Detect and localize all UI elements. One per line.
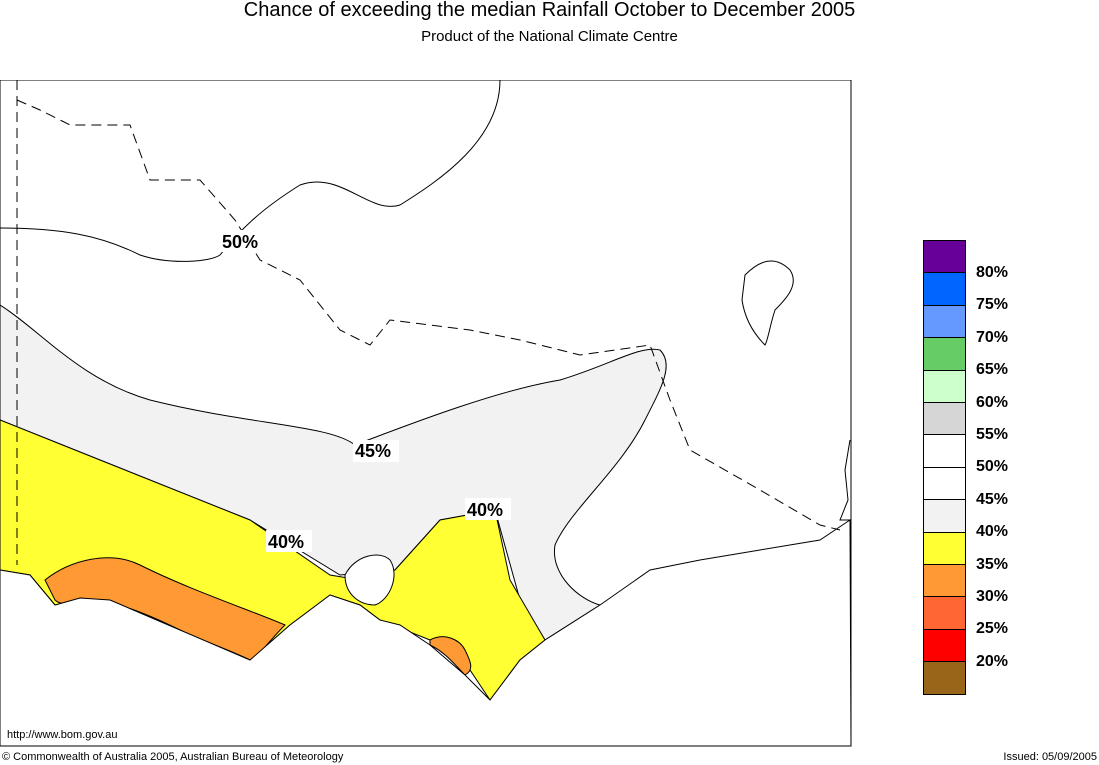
legend-swatch bbox=[923, 337, 966, 371]
map-subtitle: Product of the National Climate Centre bbox=[421, 28, 678, 45]
legend-swatch bbox=[923, 661, 966, 695]
legend-label: 55% bbox=[976, 426, 1009, 443]
issued-date: Issued: 05/09/2005 bbox=[1003, 751, 1097, 763]
rainfall-map: 50% 45% 40% 40% bbox=[0, 80, 852, 747]
legend-swatch bbox=[923, 564, 966, 598]
legend-label: 35% bbox=[976, 555, 1009, 573]
legend-label: 75% bbox=[976, 296, 1009, 314]
legend-swatch bbox=[923, 240, 966, 274]
legend-label: 30% bbox=[976, 588, 1009, 605]
copyright: © Commonwealth of Australia 2005, Austra… bbox=[2, 751, 344, 763]
legend-swatch bbox=[923, 272, 966, 306]
contour-label-40-west: 40% bbox=[268, 532, 304, 552]
legend-swatch bbox=[923, 369, 966, 403]
contour-label-40-east: 40% bbox=[467, 500, 503, 520]
legend-swatch bbox=[923, 531, 966, 565]
legend-swatch bbox=[923, 434, 966, 468]
legend-label: 20% bbox=[976, 652, 1009, 670]
sea bbox=[0, 519, 852, 747]
legend-label: 25% bbox=[976, 620, 1009, 638]
east-coast bbox=[839, 439, 851, 521]
region-40-45 bbox=[0, 304, 667, 641]
legend-swatch bbox=[923, 466, 966, 501]
legend-label: 65% bbox=[976, 361, 1009, 379]
map-title: Chance of exceeding the median Rainfall … bbox=[243, 0, 856, 21]
legend-swatch bbox=[923, 596, 966, 630]
legend-swatch bbox=[923, 304, 966, 339]
state-border bbox=[16, 80, 841, 565]
legend-swatch bbox=[923, 628, 966, 663]
source-url: http://www.bom.gov.au bbox=[7, 729, 118, 741]
legend-label: 80% bbox=[976, 264, 1009, 281]
legend-label: 60% bbox=[976, 393, 1009, 411]
legend-label: 50% bbox=[976, 458, 1009, 476]
legend-label: 40% bbox=[976, 523, 1009, 541]
contour-50 bbox=[0, 80, 501, 262]
contour-label-50: 50% bbox=[222, 232, 258, 252]
region-30-35-peninsula bbox=[429, 636, 472, 676]
island bbox=[741, 260, 794, 346]
legend-label: 45% bbox=[976, 490, 1009, 508]
port-phillip-bay bbox=[344, 554, 395, 606]
contour-label-45: 45% bbox=[355, 441, 391, 461]
legend-label: 70% bbox=[976, 328, 1009, 346]
legend-swatch bbox=[923, 499, 966, 533]
legend-swatch bbox=[923, 402, 966, 436]
